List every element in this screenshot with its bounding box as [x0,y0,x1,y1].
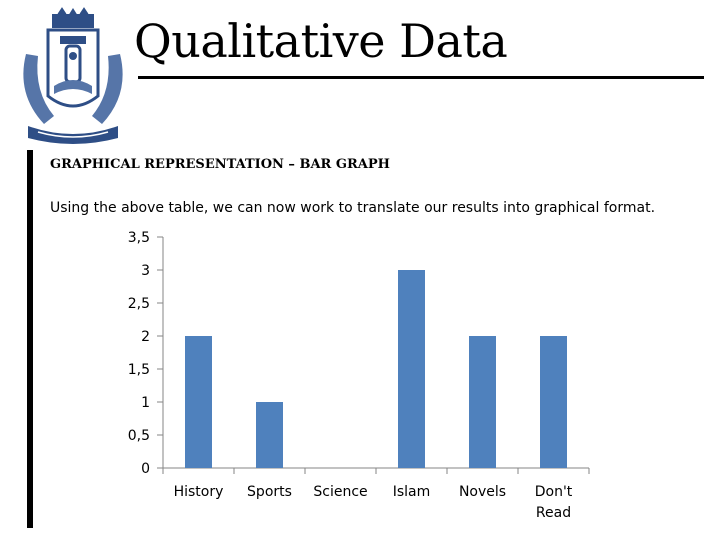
left-accent-bar [27,150,33,528]
y-tick-label: 2,5 [128,296,150,312]
title-underline [138,76,704,79]
y-tick-label: 2 [141,329,150,345]
y-tick-label: 3,5 [128,230,150,246]
bar-1 [256,402,283,468]
y-tick-label: 3 [141,263,150,279]
bar-3 [398,270,425,468]
x-category-label: Novels [459,484,506,500]
bar-0 [185,336,212,468]
x-category-label: Don't [535,484,573,500]
x-category-label: Islam [393,484,431,500]
y-tick-label: 0 [141,461,150,477]
university-logo [23,7,123,144]
y-tick-label: 0,5 [128,428,150,444]
bar-4 [469,336,496,468]
intro-text: Using the above table, we can now work t… [50,200,656,216]
y-tick-label: 1,5 [128,362,150,378]
bar-5 [540,336,567,468]
x-category-label: History [174,484,224,500]
x-category-label: Sports [247,484,292,500]
x-category-label: Read [536,505,571,521]
y-tick-label: 1 [141,395,150,411]
slide-title: Qualitative Data [134,14,508,68]
section-heading: GRAPHICAL REPRESENTATION – BAR GRAPH [50,157,390,172]
x-category-label: Science [313,484,367,500]
